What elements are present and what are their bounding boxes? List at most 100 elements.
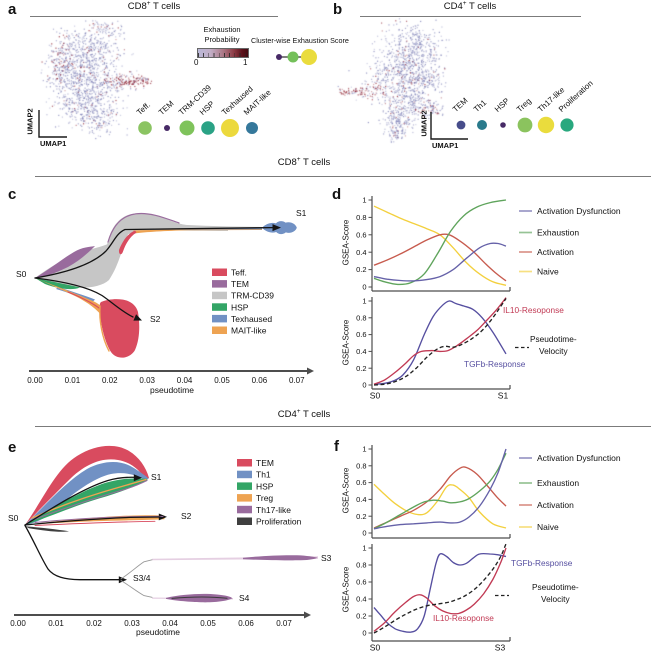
series-tgfb-response xyxy=(373,552,507,633)
panel-a-title: CD8+ T cells xyxy=(44,0,264,12)
cluster-dot-hsp xyxy=(201,121,215,135)
cluster-dot-treg xyxy=(517,117,533,133)
legend-label: Activation xyxy=(537,247,574,257)
cluster-dot-th17-like xyxy=(537,116,555,134)
series-exhaustion xyxy=(373,452,507,530)
y-tick-label: 0.6 xyxy=(356,330,366,339)
legend-label: TRM-CD39 xyxy=(231,291,274,301)
s2-purple-top xyxy=(34,515,164,523)
axis-tick-label: 0.04 xyxy=(177,376,193,385)
mound-red xyxy=(25,445,149,525)
x-tick-label: S0 xyxy=(370,643,381,653)
y-tick-label: 0.2 xyxy=(356,512,366,521)
band-orange xyxy=(133,228,262,234)
series-exhaustion xyxy=(373,199,507,286)
y-tick-label: 0 xyxy=(362,629,366,638)
il10-response-annotation-d: IL10-Resoponse xyxy=(503,305,564,315)
panel-b-title: CD4+ T cells xyxy=(360,0,580,12)
y-tick-label: 0.8 xyxy=(356,313,366,322)
gsea-score-label-f-top: GSEA-Score xyxy=(341,467,351,514)
y-tick-label: 0.8 xyxy=(356,213,366,222)
y-tick-label: 0.6 xyxy=(356,230,366,239)
cluster-dot-proliferation xyxy=(560,118,574,132)
colorbar-max-label: 1 xyxy=(243,58,248,67)
gsea-score-label-d-bottom: GSEA-Score xyxy=(341,319,351,366)
legend-swatch xyxy=(212,280,227,288)
section-cd4-title: CD4+ T cells xyxy=(0,408,608,420)
legend-swatch xyxy=(237,482,252,490)
legend-label: Texhaused xyxy=(231,314,272,324)
gsea-score-label-f-bottom: GSEA-Score xyxy=(341,566,351,613)
colorbar-min-label: 0 xyxy=(194,58,199,67)
y-tick-label: 0.6 xyxy=(356,578,366,587)
title-text: CD8 xyxy=(127,1,147,13)
series-tgfb-response xyxy=(373,300,507,385)
axis-tick-label: 0.03 xyxy=(139,376,155,385)
branch-node-label: S2 xyxy=(150,314,161,324)
legend-swatch xyxy=(237,505,252,514)
panel-letter-c: c xyxy=(8,186,17,203)
axis-tick-label: 0.07 xyxy=(289,376,305,385)
series-pseudotime-velocity xyxy=(373,543,507,634)
title-text: T cells xyxy=(300,157,331,169)
score-dot xyxy=(276,54,282,60)
arrow-s2 xyxy=(158,513,167,521)
stream-green-sliver xyxy=(35,278,80,290)
pseudotime-velocity-annotation-d-line2: Velocity xyxy=(539,346,568,356)
axis-tick-label: 0.06 xyxy=(252,376,268,385)
panel-b-title-rule xyxy=(360,16,581,17)
x-tick-label: S1 xyxy=(498,391,509,401)
flow-to-s2 xyxy=(34,277,134,318)
y-tick-label: 0.8 xyxy=(356,461,366,470)
title-sup: + xyxy=(296,408,301,415)
s4-core xyxy=(171,596,228,599)
y-tick-label: 0 xyxy=(362,381,366,390)
y-tick-label: 0 xyxy=(362,283,366,292)
title-text: CD8 xyxy=(277,157,297,169)
legend-label: Th17-like xyxy=(256,505,291,515)
tgfb-response-annotation-d: TGFb-Response xyxy=(464,359,526,369)
umap1-label-a: UMAP1 xyxy=(40,138,67,148)
colorbar-ticks xyxy=(198,53,246,57)
legend-swatch xyxy=(212,303,227,311)
branch-node-label: S3 xyxy=(321,553,332,563)
legend-swatch xyxy=(212,314,227,323)
branch-node-label: S0 xyxy=(16,269,27,279)
branch-node-label: S3/4 xyxy=(133,573,151,583)
y-tick-label: 0 xyxy=(362,529,366,538)
y-tick-label: 0.4 xyxy=(356,347,366,356)
umap2-label-a: UMAP2 xyxy=(25,108,35,135)
axis-tick-label: 0.00 xyxy=(27,376,43,385)
legend-label: HSP xyxy=(256,481,274,491)
section-cd8-title: CD8+ T cells xyxy=(0,156,608,168)
y-tick-label: 1 xyxy=(362,544,366,553)
mound-orange-edge xyxy=(31,478,147,519)
pseudotime-label-e: pseudotime xyxy=(136,627,180,637)
legend-label: Treg xyxy=(256,493,273,503)
score-dot xyxy=(301,49,317,65)
legend-swatch xyxy=(237,494,252,502)
series-il10-response xyxy=(373,297,507,385)
blob-orange-edge xyxy=(99,305,110,352)
y-tick-label: 0.8 xyxy=(356,561,366,570)
branch-node-label: S1 xyxy=(151,472,162,482)
cluster-wise-score-title: Cluster-wise Exhaustion Score xyxy=(251,36,349,45)
flow-to-s2 xyxy=(24,516,161,526)
legend-label: HSP xyxy=(231,302,249,312)
y-tick-label: 0.4 xyxy=(356,595,366,604)
cluster-dot-trm-cd39 xyxy=(179,120,195,136)
title-text: T cells xyxy=(150,1,181,13)
panel-a-title-rule xyxy=(30,16,278,17)
stream-red-blob xyxy=(99,299,140,358)
series-activation-dysfunction xyxy=(373,242,507,282)
s4-blob xyxy=(166,593,233,603)
cluster-dot-tem xyxy=(164,125,170,131)
cluster-dot-mait-like xyxy=(246,122,258,134)
cluster-dot-hsp xyxy=(500,122,506,128)
title-text: CD4 xyxy=(443,1,463,13)
y-tick-label: 0.6 xyxy=(356,478,366,487)
score-dot xyxy=(287,51,299,63)
axis-tick-label: 0.02 xyxy=(86,619,102,628)
pseudotime-label-c: pseudotime xyxy=(150,385,194,395)
